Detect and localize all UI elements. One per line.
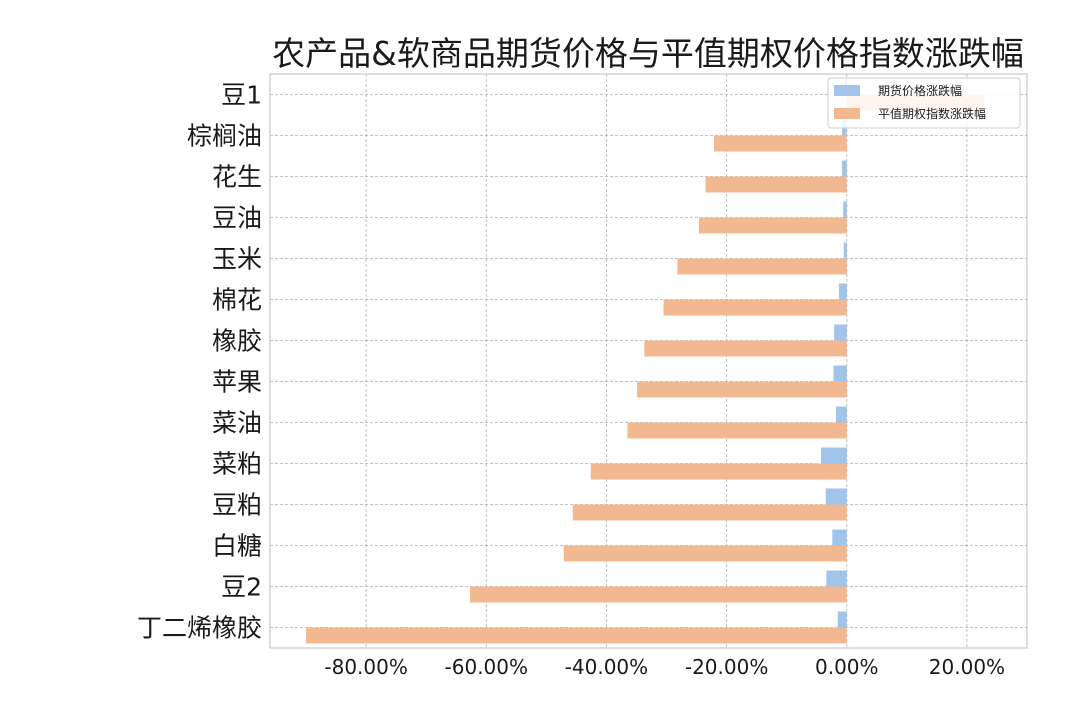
category-label: 花生 <box>212 163 262 192</box>
category-label: 白糖 <box>212 532 262 561</box>
category-label: 橡胶 <box>212 327 262 356</box>
plot-frame <box>269 73 1028 649</box>
futures-bar <box>826 570 847 587</box>
category-label: 棕榈油 <box>187 122 262 151</box>
option-index-bar <box>306 627 847 644</box>
option-index-bar <box>677 258 847 275</box>
futures-bar <box>835 406 847 423</box>
legend: 期货价格涨跌幅 平值期权指数涨跌幅 <box>827 77 1021 129</box>
legend-swatch-options <box>834 108 860 119</box>
x-tick-label: -20.00% <box>685 655 768 679</box>
option-index-bar <box>698 217 847 234</box>
legend-label-options: 平值期权指数涨跌幅 <box>878 106 986 121</box>
futures-bar <box>843 242 847 259</box>
option-index-bar <box>572 504 847 521</box>
option-index-bar <box>644 340 847 357</box>
legend-box <box>827 77 1021 129</box>
category-label: 豆粕 <box>212 491 262 520</box>
x-tick-label: -40.00% <box>565 655 648 679</box>
chart-title: 农产品&软商品期货价格与平值期权价格指数涨跌幅 <box>272 34 1024 73</box>
category-label: 豆2 <box>221 573 262 602</box>
plot-area: -80.00% -60.00% -40.00% -20.00% 0.00% 20.00% 豆… <box>137 73 1028 679</box>
category-label: 棉花 <box>212 286 262 315</box>
category-label: 玉米 <box>212 245 262 274</box>
option-index-bar <box>705 176 847 193</box>
category-label: 苹果 <box>212 368 262 397</box>
futures-bar <box>841 160 847 177</box>
futures-bar <box>837 611 847 628</box>
category-label: 丁二烯橡胶 <box>137 614 262 643</box>
option-index-bar <box>713 135 847 152</box>
option-index-bar <box>470 586 847 603</box>
option-index-bar <box>663 299 847 316</box>
x-tick-label: -60.00% <box>445 655 528 679</box>
futures-bar <box>834 324 847 341</box>
legend-swatch-futures <box>834 85 860 96</box>
futures-bar <box>838 283 847 300</box>
option-index-bar <box>627 422 847 439</box>
category-label: 菜油 <box>212 409 262 438</box>
category-label: 菜粕 <box>212 450 262 479</box>
futures-bar <box>843 201 847 218</box>
option-index-bar <box>637 381 847 398</box>
x-tick-label: 20.00% <box>929 655 1005 679</box>
futures-bar <box>832 529 847 546</box>
futures-bar <box>825 488 847 505</box>
category-label: 豆1 <box>221 81 262 110</box>
option-index-bar <box>563 545 847 562</box>
futures-bar <box>820 447 847 464</box>
category-label: 豆油 <box>212 204 262 233</box>
legend-label-futures: 期货价格涨跌幅 <box>878 83 962 98</box>
x-tick-label: -80.00% <box>324 655 407 679</box>
futures-bar <box>833 365 847 382</box>
x-tick-label: 0.00% <box>815 655 879 679</box>
option-index-bar <box>590 463 847 480</box>
